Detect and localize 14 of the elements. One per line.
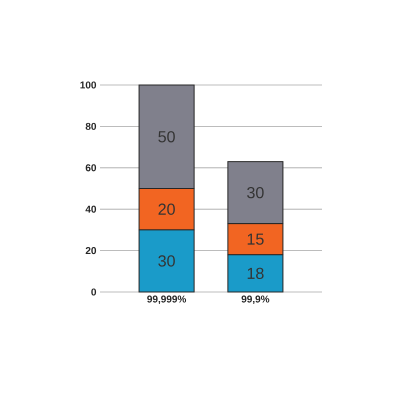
- y-tick-label: 100: [80, 81, 96, 89]
- x-tick-label: 99,9%: [242, 296, 270, 304]
- x-tick-label: 99,999%: [147, 296, 186, 304]
- y-tick-label: 40: [86, 206, 96, 213]
- data-label: 18: [248, 268, 264, 280]
- y-tick-label: 80: [86, 122, 96, 130]
- y-tick-label: 0: [91, 288, 96, 296]
- data-label: 30: [158, 255, 175, 267]
- y-tick-label: 20: [86, 247, 96, 254]
- y-tick-label: 60: [86, 164, 96, 172]
- data-label: 20: [158, 204, 175, 215]
- data-label: 50: [158, 131, 175, 142]
- data-label: 15: [248, 234, 264, 245]
- data-label: 30: [247, 186, 264, 198]
